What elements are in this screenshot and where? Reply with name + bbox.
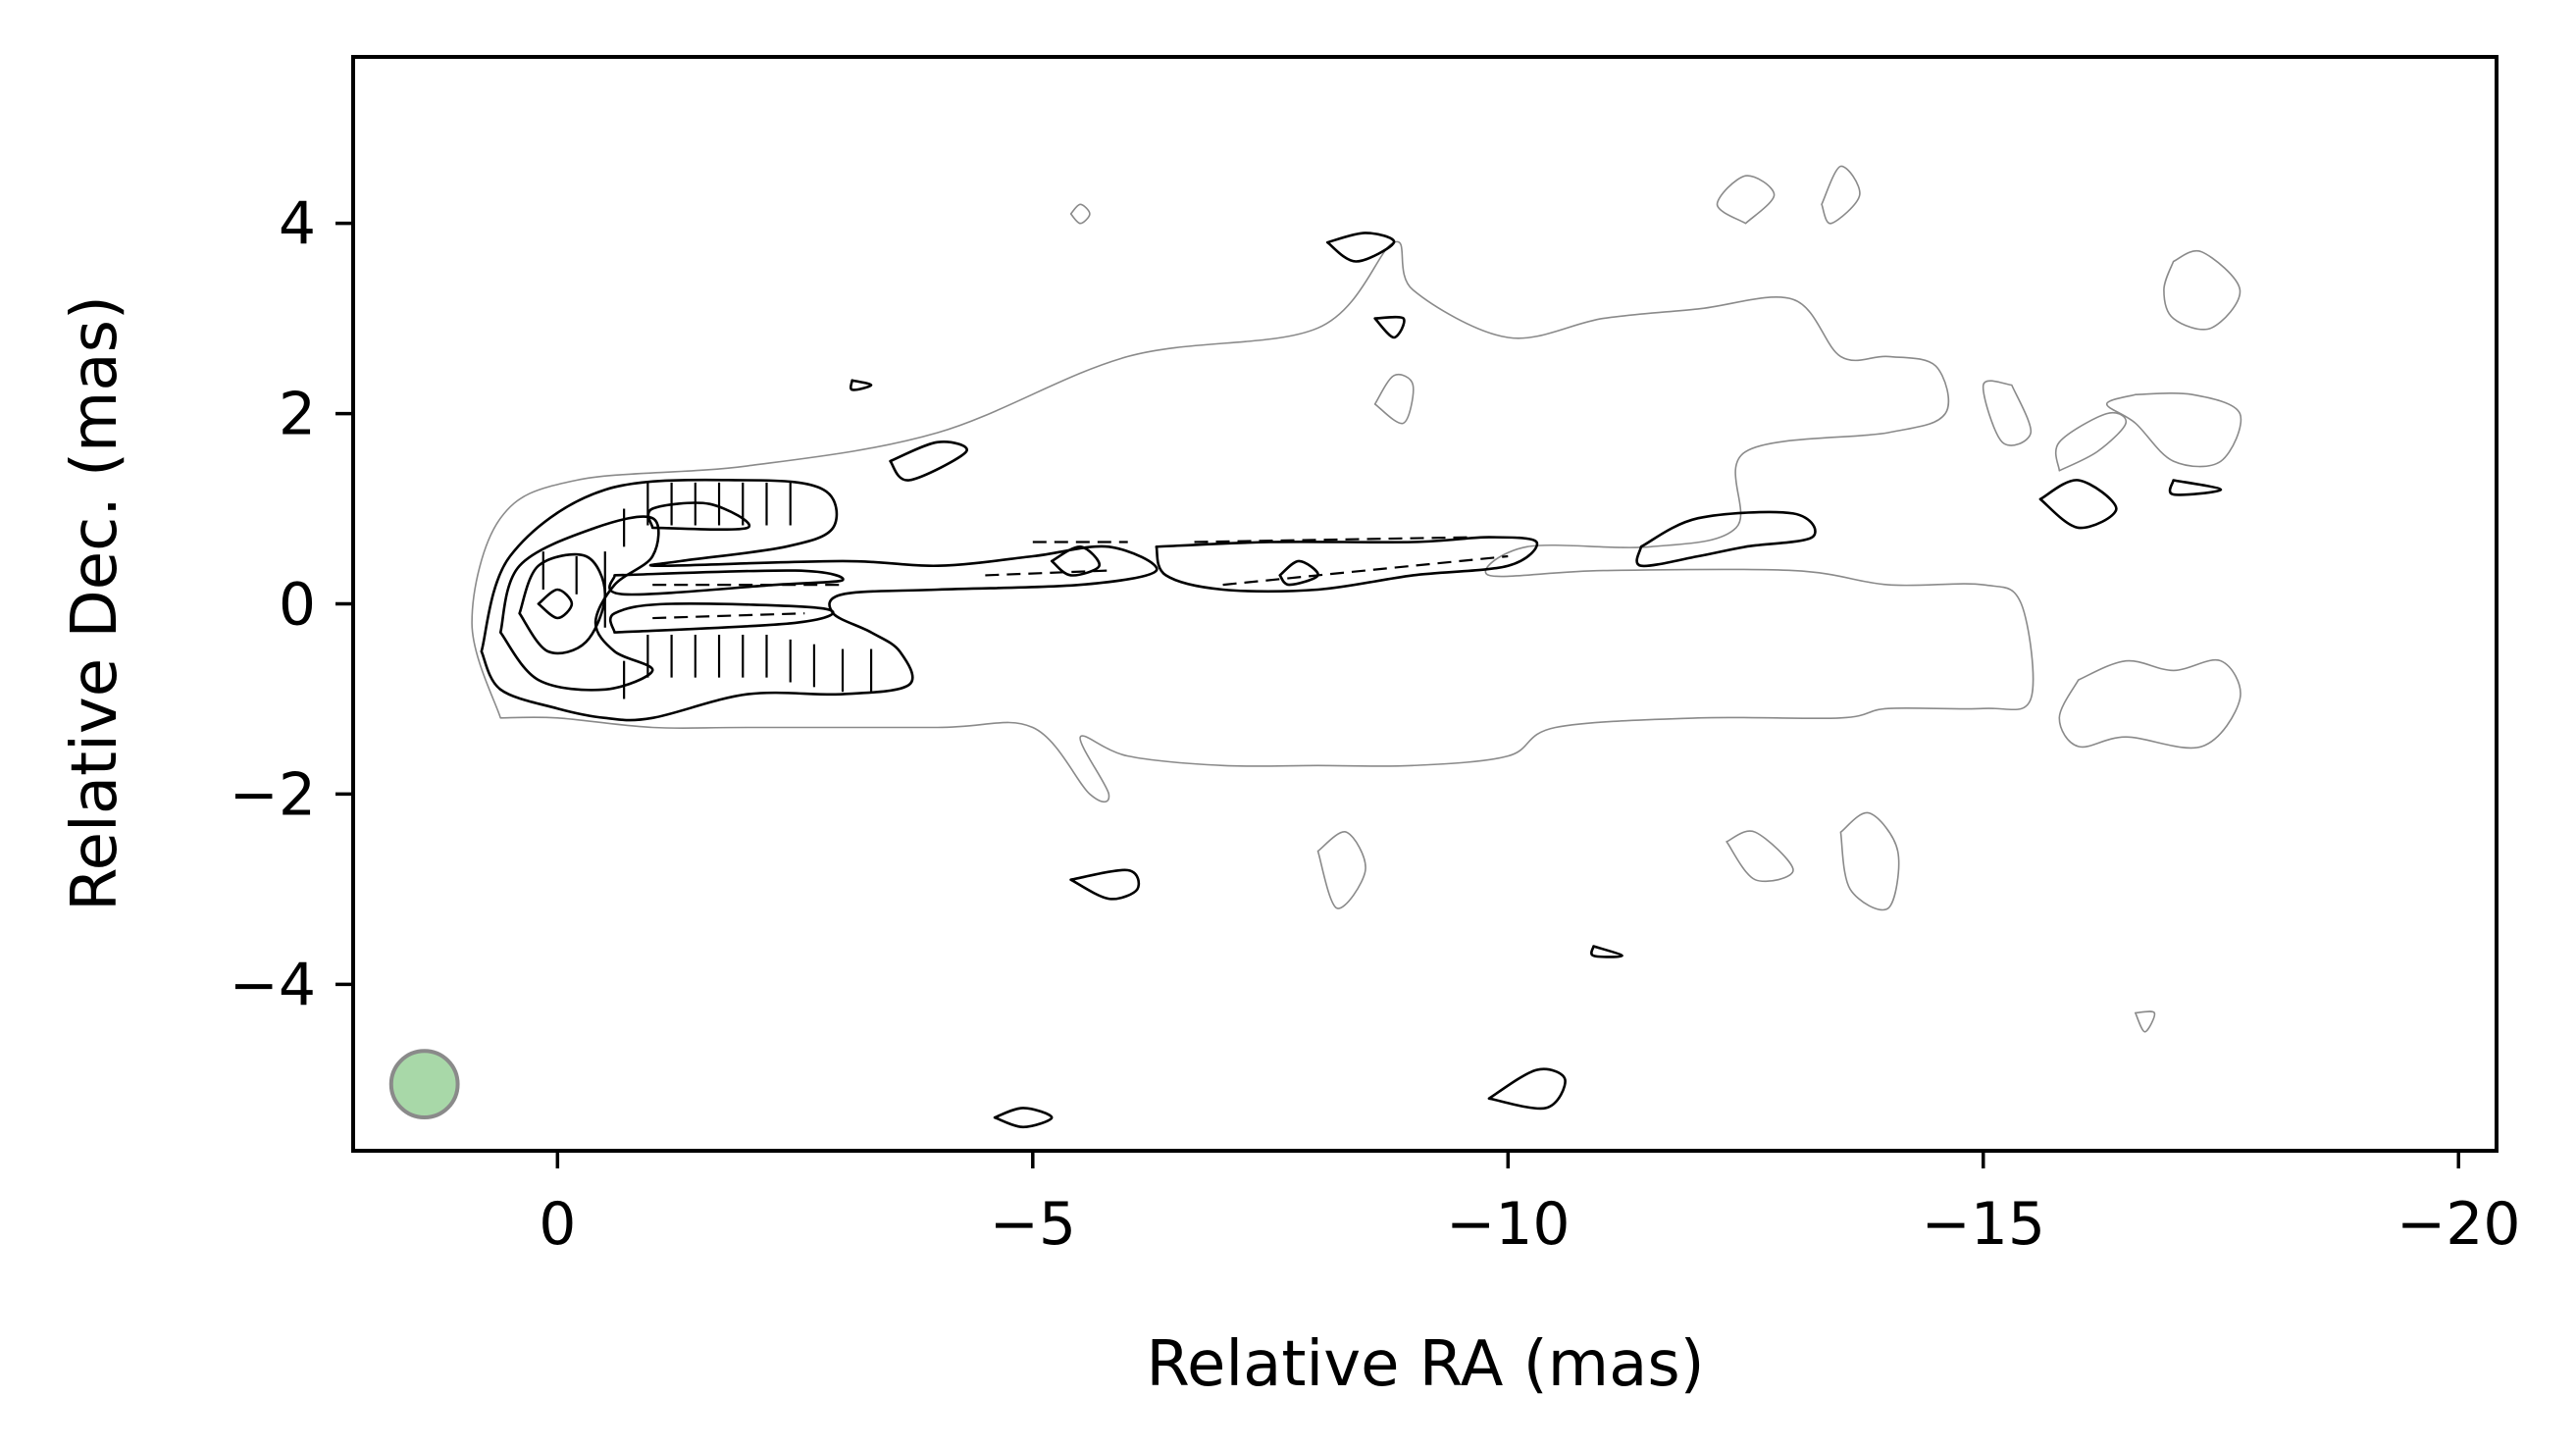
main-contour-7 xyxy=(1155,536,1539,594)
low-contour-layer xyxy=(471,165,2242,1033)
low-contour-13 xyxy=(2135,1010,2156,1033)
evpa-dashed-5 xyxy=(1222,554,1509,587)
main-contour-6 xyxy=(646,501,751,532)
low-contour-9 xyxy=(1316,831,1366,909)
x-axis-title: Relative RA (mas) xyxy=(1146,1328,1704,1401)
low-contour-2 xyxy=(2105,391,2242,468)
y-tick-label: 4 xyxy=(279,190,316,259)
main-contour-15 xyxy=(1373,315,1406,339)
beam-ellipse xyxy=(388,1049,460,1120)
low-contour-11 xyxy=(1839,811,1900,911)
y-axis: 4 2 0 −2 −4 xyxy=(230,190,353,1019)
evpa-dashed-4 xyxy=(1194,536,1470,543)
x-tick-label: −5 xyxy=(990,1190,1076,1259)
main-contour-14 xyxy=(1325,232,1396,263)
main-contour-5 xyxy=(608,602,835,634)
main-contour-9 xyxy=(1278,559,1319,587)
main-contour-10 xyxy=(1635,510,1817,568)
main-contour-layer xyxy=(480,232,2223,1129)
x-tick-label: 0 xyxy=(539,1190,576,1259)
polarization-vector-layer xyxy=(541,482,1509,699)
main-contour-1 xyxy=(498,515,660,692)
low-contour-10 xyxy=(1726,830,1794,883)
main-contour-13 xyxy=(889,440,968,482)
low-contour-4 xyxy=(1982,380,2033,446)
main-contour-3 xyxy=(537,588,574,620)
main-contour-16 xyxy=(849,379,873,391)
main-contour-11 xyxy=(2038,479,2118,530)
main-contour-8 xyxy=(1050,545,1101,577)
low-contour-1 xyxy=(2058,658,2241,750)
x-tick-label: −15 xyxy=(1921,1190,2045,1259)
y-tick-label: 0 xyxy=(279,571,316,640)
main-contour-2 xyxy=(518,552,607,655)
x-tick-label: −10 xyxy=(1446,1190,1571,1259)
main-contour-20 xyxy=(1590,945,1623,958)
main-contour-17 xyxy=(1069,868,1141,901)
beam-layer xyxy=(388,1049,460,1120)
low-contour-6 xyxy=(1716,175,1776,225)
low-contour-12 xyxy=(1069,203,1091,225)
low-contour-0 xyxy=(471,240,2035,803)
y-tick-label: −2 xyxy=(230,760,316,829)
low-contour-7 xyxy=(1821,165,1861,225)
main-contour-18 xyxy=(1487,1067,1567,1111)
x-axis: 0 −5 −10 −15 −20 xyxy=(539,1151,2521,1259)
main-contour-12 xyxy=(2168,479,2223,496)
evpa-dashed-1 xyxy=(652,612,805,620)
low-contour-8 xyxy=(1373,374,1415,425)
main-contour-0 xyxy=(480,478,1159,722)
y-tick-label: 2 xyxy=(279,381,316,449)
low-contour-5 xyxy=(2054,412,2127,472)
low-contour-3 xyxy=(2163,249,2241,331)
y-tick-label: −4 xyxy=(230,951,316,1019)
main-contour-4 xyxy=(608,569,845,596)
main-contour-19 xyxy=(993,1107,1054,1129)
x-tick-label: −20 xyxy=(2396,1190,2521,1259)
y-axis-title: Relative Dec. (mas) xyxy=(59,295,131,911)
